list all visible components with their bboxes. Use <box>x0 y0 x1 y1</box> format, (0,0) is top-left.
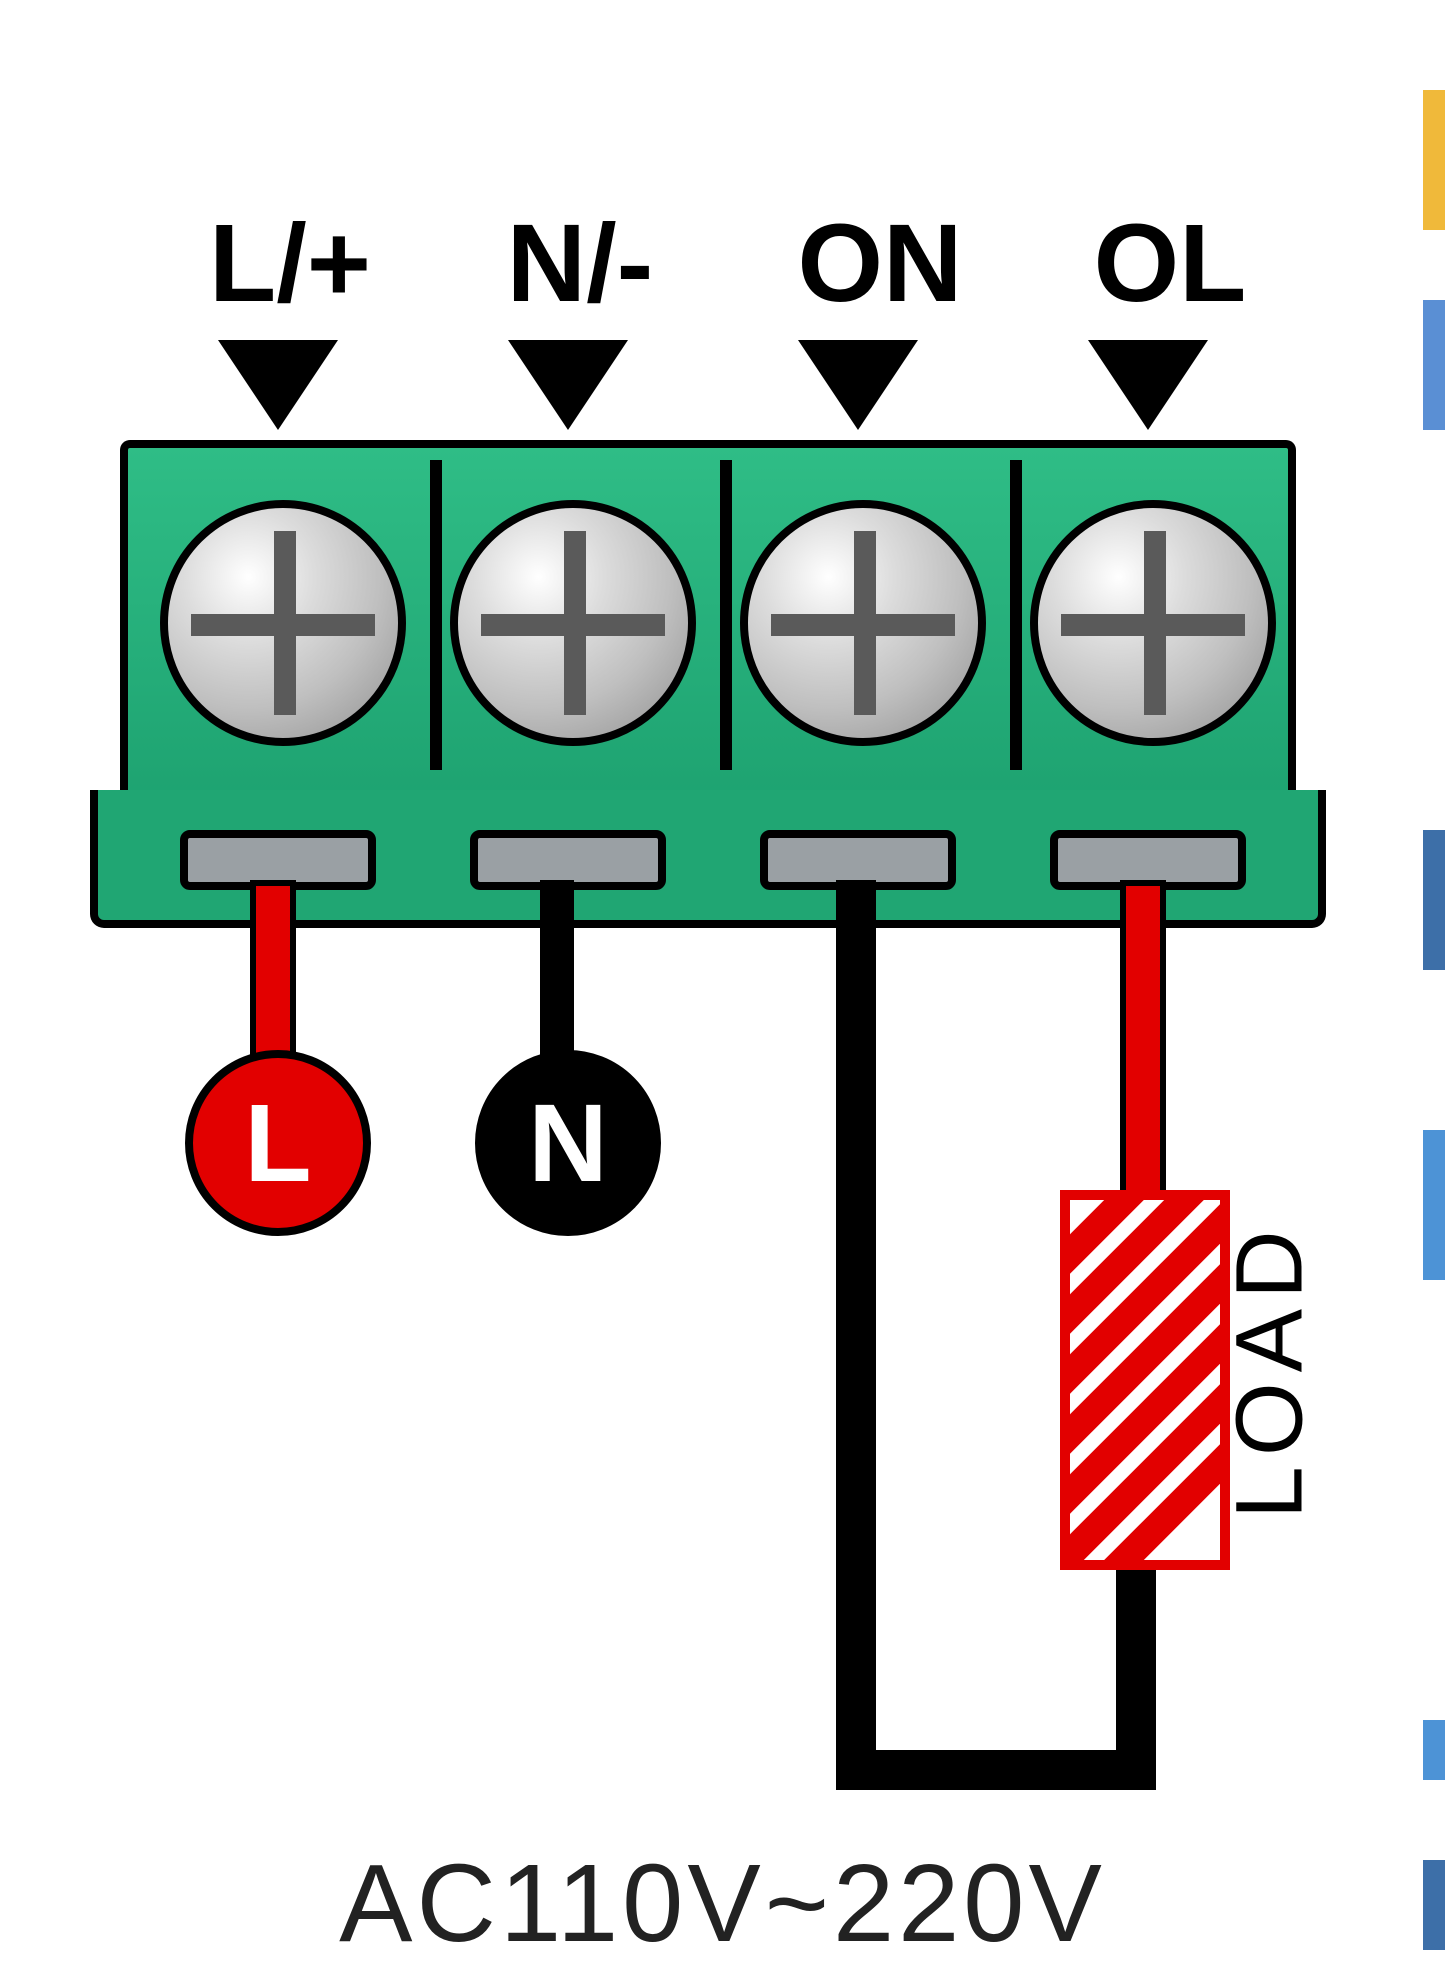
load-label: LOAD <box>1240 1190 1300 1550</box>
arrow-icon <box>798 340 918 430</box>
neutral-marker: N <box>475 1050 661 1236</box>
terminal-label-L: L/+ <box>160 200 420 327</box>
screw-icon <box>1030 500 1276 746</box>
edge-accent <box>1423 1130 1445 1280</box>
screw-icon <box>160 500 406 746</box>
terminal-label-ON: ON <box>750 200 1010 327</box>
edge-accent <box>1423 830 1445 970</box>
edge-accent <box>1423 1860 1445 1950</box>
load-stripe <box>1060 1190 1230 1360</box>
divider <box>430 460 442 770</box>
arrow-icon <box>1088 340 1208 430</box>
edge-accent <box>1423 1720 1445 1780</box>
divider <box>720 460 732 770</box>
edge-accent <box>1423 90 1445 230</box>
live-marker: L <box>185 1050 371 1236</box>
live-marker-text: L <box>244 1080 311 1207</box>
load-element <box>1060 1190 1230 1570</box>
wire-out-live <box>1120 880 1166 1212</box>
screw-icon <box>450 500 696 746</box>
wire-out-neutral-up <box>1116 1540 1156 1790</box>
arrow-icon <box>508 340 628 430</box>
screw-icon <box>740 500 986 746</box>
wire-out-neutral-horiz <box>836 1750 1156 1790</box>
divider <box>1010 460 1022 770</box>
wire-out-neutral-down <box>836 880 876 1790</box>
neutral-marker-text: N <box>528 1080 607 1207</box>
terminal-label-OL: OL <box>1040 200 1300 327</box>
arrow-icon <box>218 340 338 430</box>
wiring-diagram: L/+N/- ONOL L N LOAD AC110V~220V <box>0 0 1445 1962</box>
terminal-label-N: N/- <box>450 200 710 327</box>
edge-accent <box>1423 300 1445 430</box>
voltage-label: AC110V~220V <box>0 1840 1445 1962</box>
